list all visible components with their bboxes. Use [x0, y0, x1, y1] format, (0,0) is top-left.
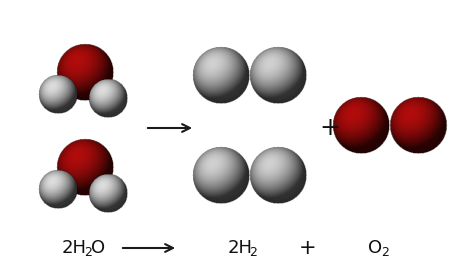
Text: 2: 2: [249, 245, 257, 259]
Text: 2: 2: [381, 245, 389, 259]
Text: O: O: [368, 239, 382, 257]
Text: O: O: [91, 239, 105, 257]
Text: 2H: 2H: [62, 239, 87, 257]
Text: 2H: 2H: [228, 239, 253, 257]
Text: 2: 2: [84, 245, 92, 259]
Text: +: +: [319, 116, 340, 140]
Text: +: +: [299, 238, 317, 258]
